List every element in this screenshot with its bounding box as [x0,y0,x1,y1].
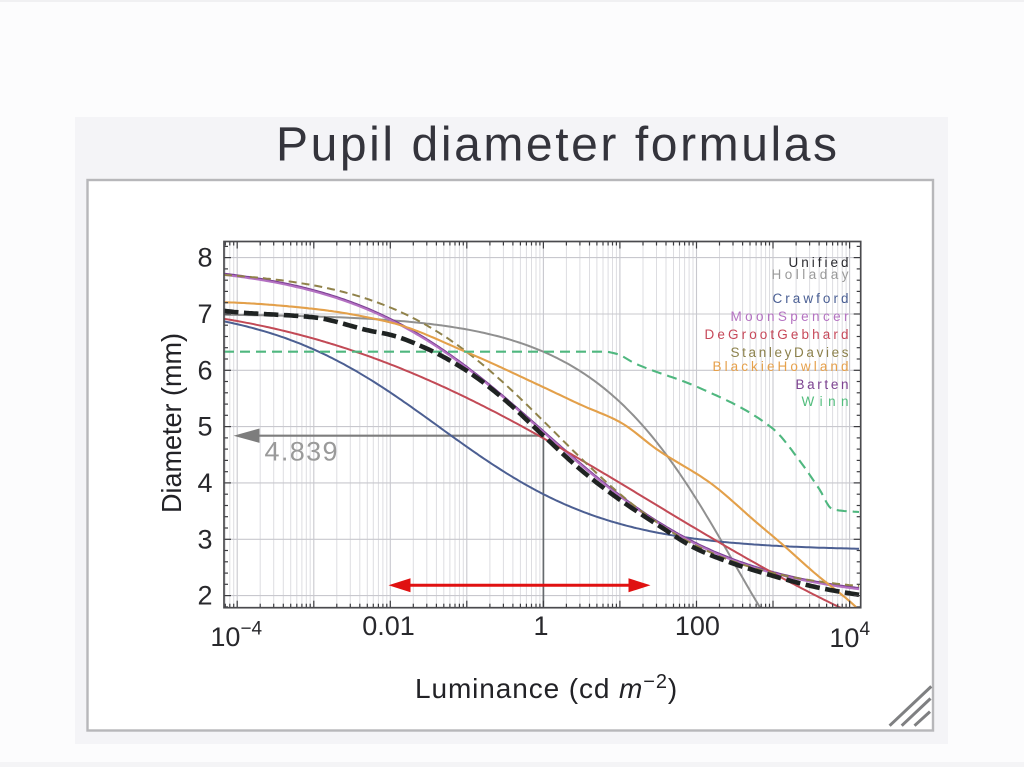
svg-text:6: 6 [197,355,212,385]
svg-text:100: 100 [675,611,720,641]
svg-text:Unified: Unified [789,255,849,270]
svg-text:Pupil diameter formulas: Pupil diameter formulas [276,119,837,172]
svg-text:1: 1 [533,611,548,641]
svg-text:8: 8 [197,243,212,273]
svg-text:4: 4 [197,468,212,498]
svg-text:5: 5 [197,412,212,442]
svg-text:Diameter (mm): Diameter (mm) [156,333,187,513]
svg-text:StanleyDavies: StanleyDavies [731,345,849,360]
svg-text:2: 2 [197,581,212,611]
svg-text:Luminance (cd m−2): Luminance (cd m−2) [415,671,678,704]
svg-text:3: 3 [197,524,212,554]
svg-text:7: 7 [197,299,212,329]
svg-text:4.839: 4.839 [265,437,338,467]
svg-text:BlackieHowland: BlackieHowland [713,359,849,374]
svg-text:MoonSpencer: MoonSpencer [731,309,850,324]
svg-text:0.01: 0.01 [362,611,415,641]
